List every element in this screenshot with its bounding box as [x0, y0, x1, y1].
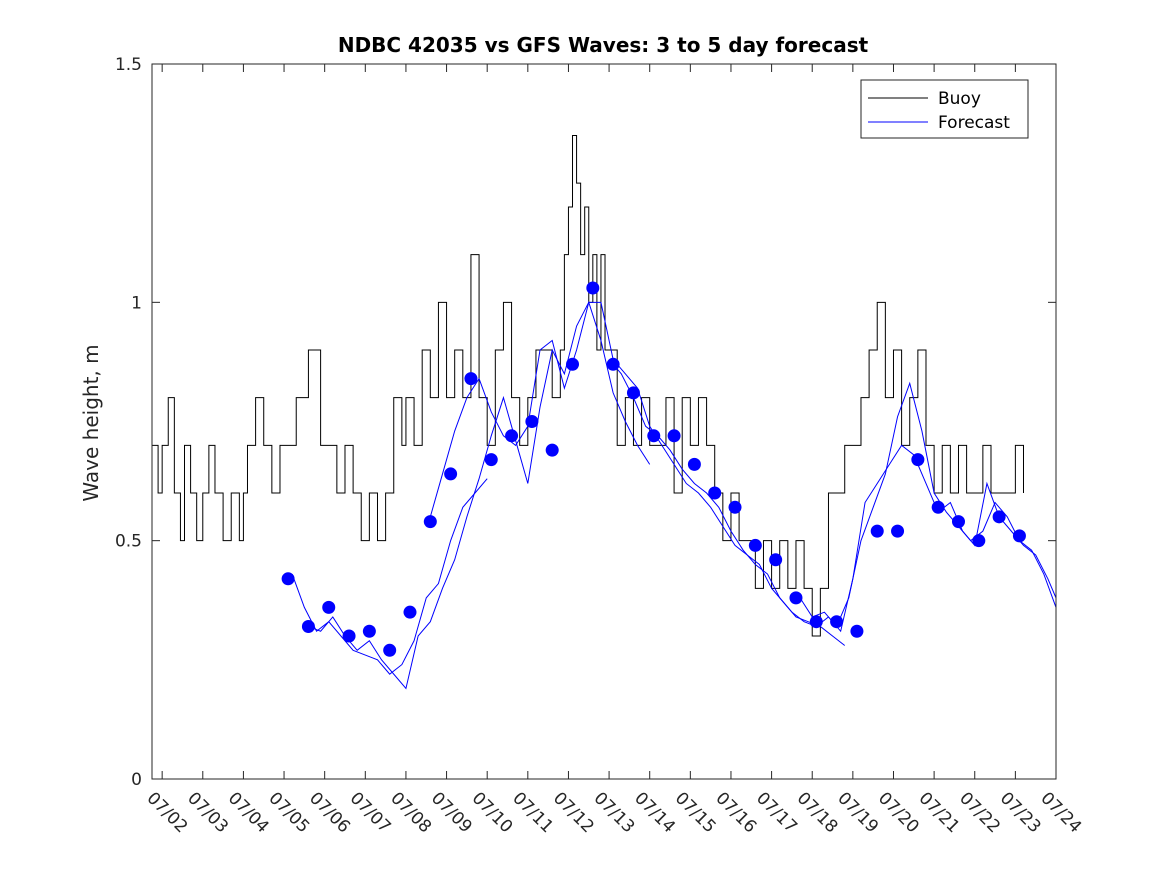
forecast-point: [484, 453, 498, 467]
forecast-point: [525, 415, 539, 428]
forecast-series-line: [308, 301, 651, 690]
forecast-point: [464, 372, 478, 386]
plot-frame: [151, 63, 1057, 780]
forecast-point: [789, 591, 803, 605]
forecast-point: [606, 357, 620, 371]
y-ticks: 0 0.5 1 1.5: [115, 55, 1056, 790]
forecast-point: [870, 524, 884, 538]
forecast-point: [403, 605, 417, 619]
forecast-point: [362, 624, 376, 638]
forecast-point: [586, 281, 600, 295]
chart-title: NDBC 42035 vs GFS Waves: 3 to 5 day fore…: [338, 33, 869, 57]
buoy-series-line: [152, 135, 1024, 637]
forecast-point: [850, 624, 864, 638]
forecast-point: [687, 457, 701, 471]
forecast-point: [992, 510, 1006, 524]
legend-buoy-label: Buoy: [938, 89, 981, 109]
forecast-point: [1012, 529, 1026, 543]
forecast-point: [545, 443, 559, 457]
forecast-point: [301, 619, 315, 633]
forecast-series-line: [799, 381, 1057, 628]
legend: Buoy Forecast: [860, 79, 1029, 139]
y-tick-label: 1: [131, 293, 142, 313]
plot-markers: [281, 281, 1026, 657]
forecast-point: [911, 453, 925, 467]
forecast-point: [708, 486, 722, 500]
forecast-point: [423, 515, 437, 529]
forecast-point: [444, 467, 458, 481]
forecast-point: [931, 500, 945, 514]
forecast-point: [626, 386, 640, 400]
forecast-point: [322, 600, 336, 614]
forecast-point: [728, 500, 742, 514]
forecast-point: [769, 553, 783, 567]
y-tick-label: 0.5: [115, 532, 142, 552]
forecast-point: [505, 429, 519, 443]
forecast-point: [748, 538, 762, 552]
forecast-point: [281, 572, 295, 586]
forecast-point: [667, 429, 681, 443]
y-axis-label: Wave height, m: [79, 344, 103, 501]
forecast-point: [342, 629, 356, 643]
forecast-point: [566, 357, 580, 371]
legend-forecast-label: Forecast: [938, 113, 1010, 133]
forecast-point: [830, 615, 844, 629]
forecast-point: [972, 534, 986, 548]
forecast-point: [647, 429, 661, 443]
y-tick-label: 1.5: [115, 55, 142, 75]
forecast-point: [809, 615, 823, 629]
forecast-point: [383, 643, 397, 657]
y-tick-label: 0: [131, 770, 142, 790]
forecast-series-line: [291, 478, 488, 675]
legend-box: [860, 79, 1029, 139]
forecast-point: [951, 515, 965, 529]
forecast-point: [891, 524, 905, 538]
